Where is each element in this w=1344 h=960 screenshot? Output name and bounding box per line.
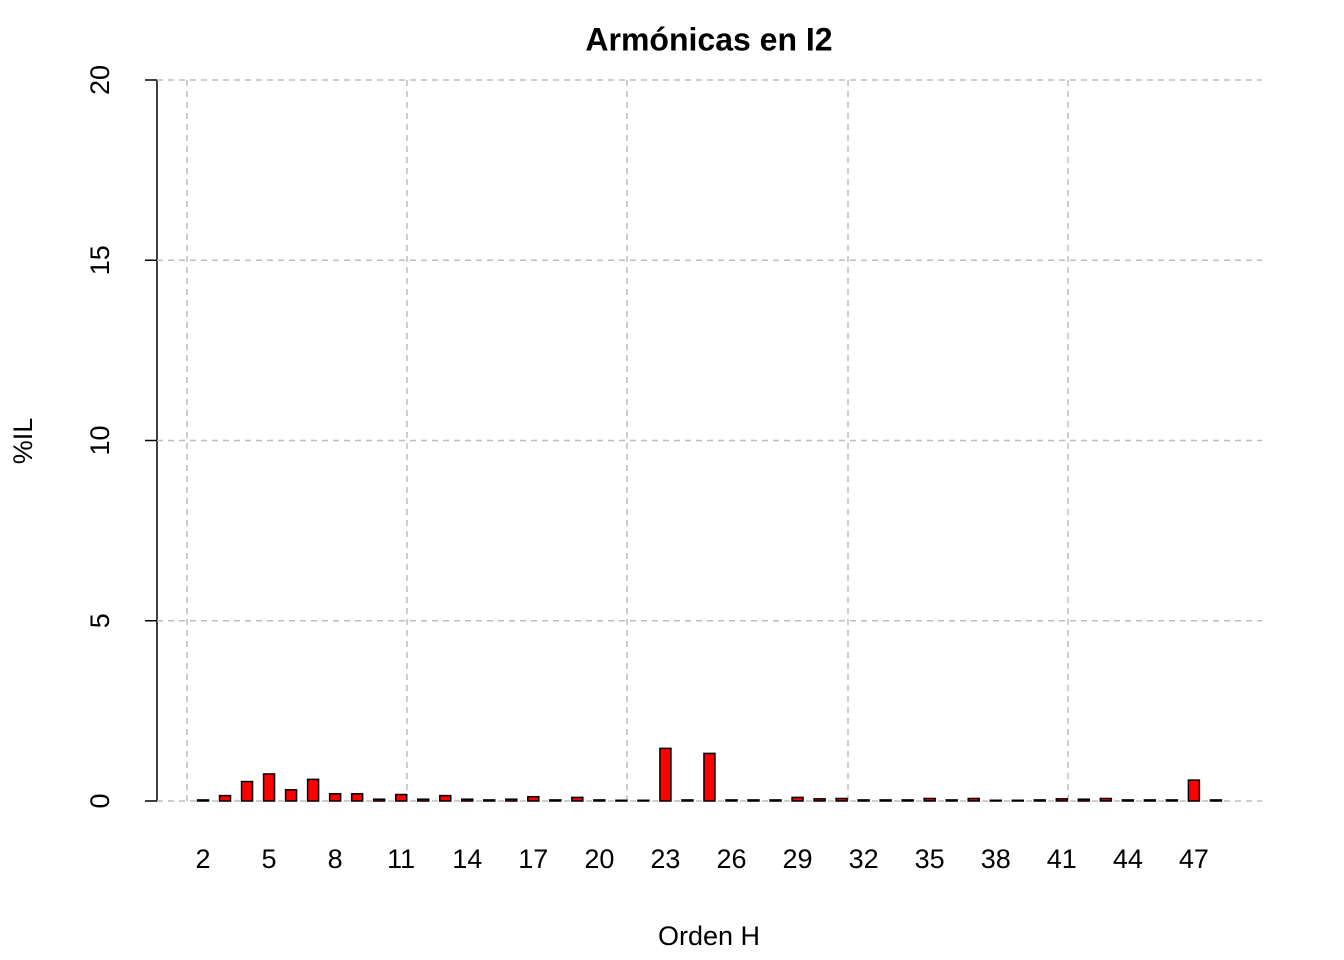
bar (681, 799, 694, 802)
bar (350, 793, 364, 802)
bar (394, 793, 408, 802)
bar (967, 797, 980, 802)
bar (1077, 798, 1091, 802)
bar (791, 796, 804, 802)
bar (549, 799, 562, 802)
bar (240, 780, 254, 802)
x-tick-label: 29 (783, 844, 813, 874)
bar (1011, 799, 1024, 802)
bar (769, 799, 782, 802)
bar (835, 797, 848, 802)
x-tick-label: 11 (387, 844, 415, 874)
x-tick-label: 8 (328, 844, 343, 874)
y-tick-label: 5 (85, 613, 115, 628)
x-tick-label: 2 (195, 844, 210, 874)
x-tick-label: 20 (584, 844, 614, 874)
bar (571, 796, 584, 802)
bar (1033, 799, 1047, 802)
bar (262, 773, 276, 802)
y-tick-label: 20 (85, 65, 115, 95)
x-tick-label: 14 (452, 844, 482, 874)
bar (284, 789, 298, 802)
chart-title: Armónicas en I2 (585, 21, 832, 57)
bar (460, 798, 474, 802)
y-axis-label: %IL (8, 418, 38, 465)
bar (328, 793, 342, 802)
bar (879, 799, 892, 802)
bar (747, 799, 760, 802)
bar (1143, 799, 1157, 802)
bar (813, 798, 826, 802)
x-tick-label: 41 (1047, 844, 1077, 874)
bar (1165, 799, 1179, 802)
bar (857, 799, 870, 802)
bar (1121, 799, 1135, 802)
bar (527, 795, 540, 802)
bar (306, 778, 320, 802)
bar (416, 798, 430, 802)
bar (659, 747, 672, 802)
bar (945, 799, 958, 802)
bar (372, 798, 386, 802)
bar (1209, 799, 1223, 802)
bar (901, 799, 914, 802)
bar (615, 799, 628, 802)
x-tick-label: 44 (1113, 844, 1143, 874)
bar (637, 799, 650, 802)
vertical-grid (186, 80, 1069, 801)
bar (505, 798, 518, 802)
bar (218, 794, 232, 802)
x-tick-label: 17 (518, 844, 548, 874)
bar (1055, 798, 1069, 802)
bar (703, 752, 716, 802)
x-tick-label: 23 (650, 844, 680, 874)
bar (483, 799, 496, 802)
x-tick-label: 47 (1179, 844, 1209, 874)
x-tick-label: 26 (716, 844, 746, 874)
x-tick-label: 35 (915, 844, 945, 874)
y-tick-label: 10 (85, 425, 115, 455)
bar (725, 799, 738, 802)
x-tick-label: 5 (262, 844, 277, 874)
bar (989, 799, 1002, 802)
y-tick-label: 0 (85, 793, 115, 808)
bar (593, 799, 606, 802)
bar (1187, 779, 1201, 802)
x-tick-label: 32 (849, 844, 879, 874)
bar (923, 797, 936, 802)
bar (1099, 797, 1113, 802)
y-tick-label: 15 (85, 245, 115, 275)
x-tick-label: 38 (981, 844, 1011, 874)
bar (196, 799, 210, 802)
bar (438, 794, 452, 802)
x-axis-label: Orden H (658, 921, 760, 951)
